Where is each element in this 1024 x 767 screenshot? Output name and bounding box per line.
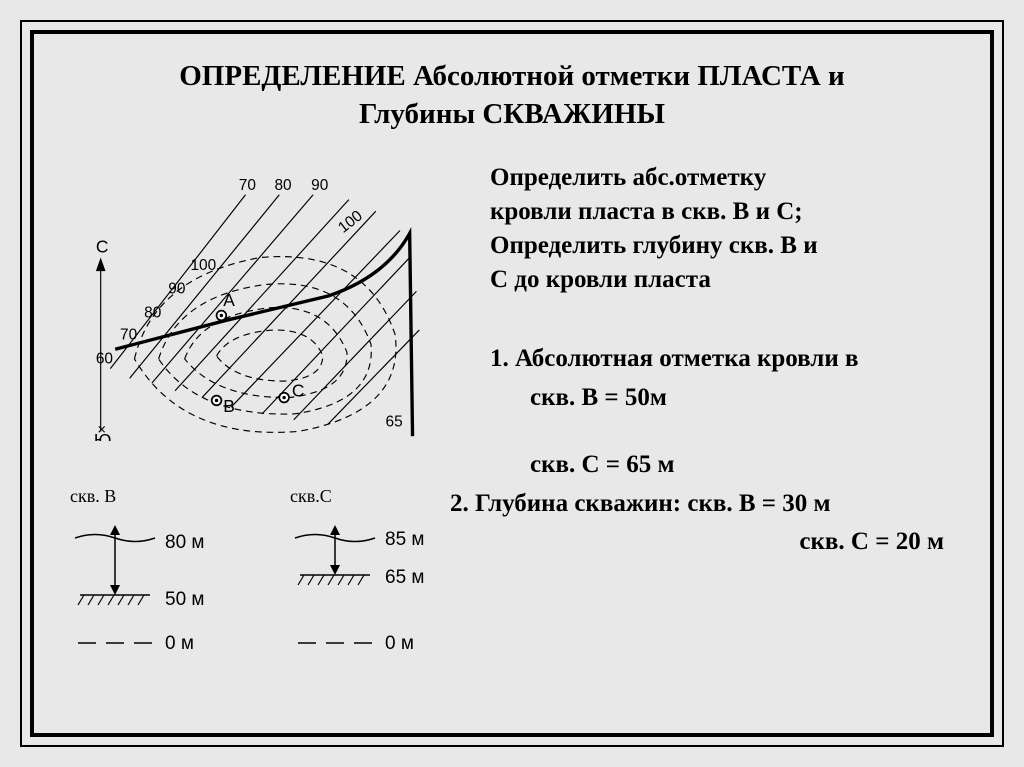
svg-text:80: 80	[144, 305, 161, 322]
compass-north: С	[96, 237, 109, 257]
point-c-label: С	[292, 381, 305, 401]
answer-4: скв. С = 20 м	[799, 528, 944, 555]
svg-text:85 м: 85 м	[385, 529, 424, 550]
point-b-label: В	[223, 396, 235, 416]
svg-text:60: 60	[96, 351, 113, 368]
well-b-diagram: 80 м 50 м 0 м	[70, 513, 230, 663]
compass-icon: С Ю ✕	[94, 237, 112, 441]
title-line-1: ОПРЕДЕЛЕНИЕ Абсолютной отметки ПЛАСТА и	[179, 60, 844, 92]
answer-1-line2: скв. В = 50м	[530, 384, 667, 411]
svg-text:80 м: 80 м	[165, 532, 204, 553]
well-c-label: скв.С	[290, 486, 450, 507]
svg-text:90: 90	[168, 281, 185, 298]
outer-frame: ОПРЕДЕЛЕНИЕ Абсолютной отметки ПЛАСТА и …	[20, 20, 1004, 747]
svg-text:0 м: 0 м	[165, 633, 194, 654]
svg-text:50 м: 50 м	[165, 589, 204, 610]
left-column: С Ю ✕	[70, 161, 470, 668]
task-text: Определить абс.отметку кровли пласта в с…	[490, 161, 954, 296]
content-row: С Ю ✕	[70, 161, 954, 668]
svg-text:90: 90	[311, 177, 328, 194]
well-b-label: скв. В	[70, 486, 230, 507]
answer-2: скв. С = 65 м	[530, 451, 675, 478]
svg-text:70: 70	[120, 327, 137, 344]
well-c-diagram: 85 м 65 м 0 м	[290, 513, 450, 663]
svg-text:80: 80	[274, 177, 291, 194]
title-line-2: Глубины СКВАЖИНЫ	[359, 98, 665, 130]
svg-text:✕: ✕	[97, 425, 107, 437]
inner-frame: ОПРЕДЕЛЕНИЕ Абсолютной отметки ПЛАСТА и …	[30, 30, 994, 737]
well-columns: скв. В	[70, 486, 470, 668]
well-c-column: скв.С	[290, 486, 450, 668]
contour-labels: 60 70 80 90 100 70 80 90 100 65	[96, 177, 403, 431]
svg-text:65 м: 65 м	[385, 567, 424, 588]
svg-text:70: 70	[239, 177, 256, 194]
answers-block: 1. Абсолютная отметка кровли в скв. В = …	[490, 340, 954, 562]
right-column: Определить абс.отметку кровли пласта в с…	[490, 161, 954, 668]
svg-text:0 м: 0 м	[385, 633, 414, 654]
answer-1-line1: 1. Абсолютная отметка кровли в	[490, 345, 858, 372]
well-b-column: скв. В	[70, 486, 230, 668]
svg-text:100: 100	[335, 208, 366, 237]
page-title: ОПРЕДЕЛЕНИЕ Абсолютной отметки ПЛАСТА и …	[70, 58, 954, 133]
contour-map-diagram: С Ю ✕	[70, 161, 450, 441]
answer-3: 2. Глубина скважин: скв. В = 30 м	[450, 490, 831, 517]
svg-text:65: 65	[386, 414, 403, 431]
svg-text:100: 100	[190, 257, 216, 274]
point-a-label: А	[223, 290, 235, 310]
